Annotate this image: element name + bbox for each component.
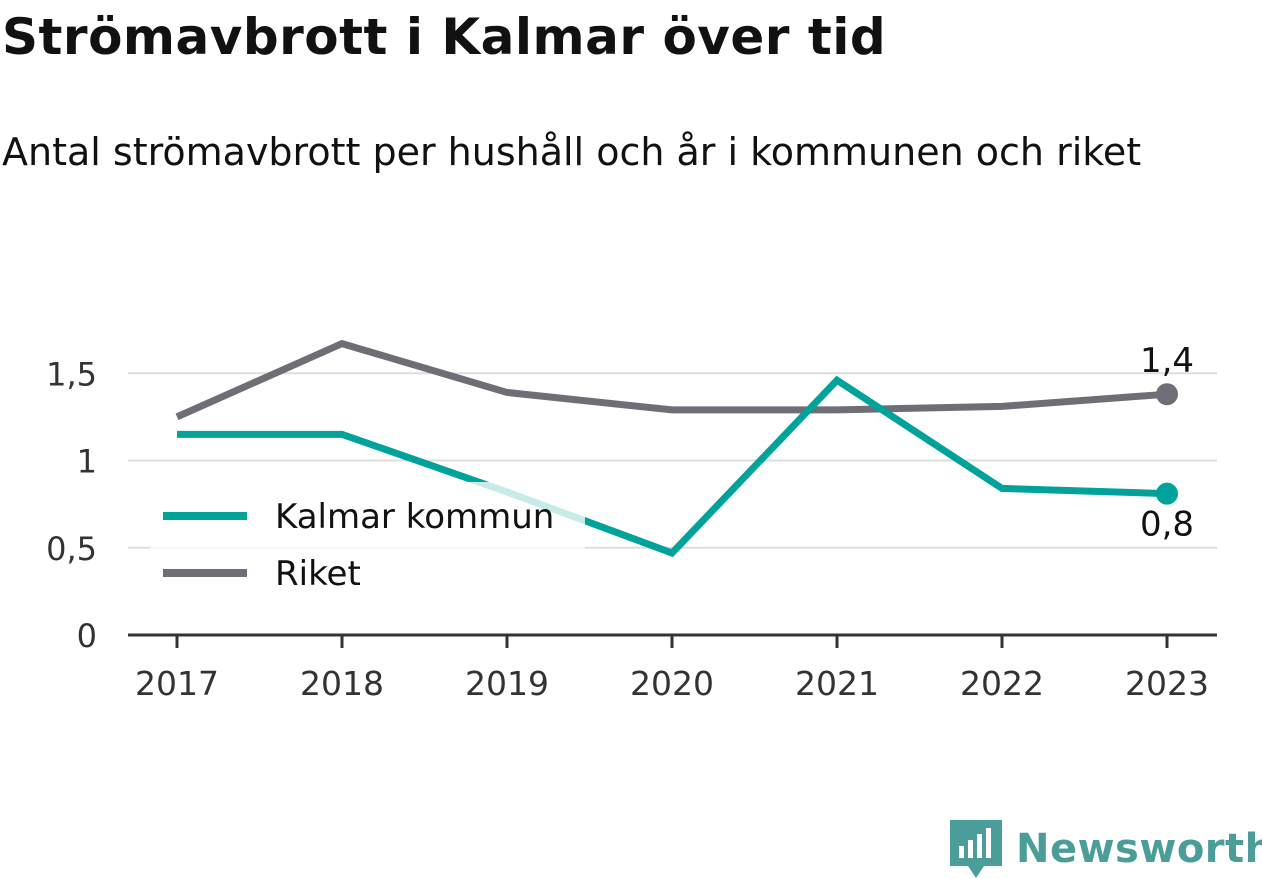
x-tick-label: 2021 [795, 664, 879, 703]
series-lines [175, 339, 1178, 558]
y-tick-label: 1 [77, 443, 97, 481]
end-value-label: 1,4 [1140, 341, 1194, 381]
y-tick-label: 0,5 [46, 530, 97, 568]
x-tick-label: 2017 [135, 664, 219, 703]
y-tick-label: 0 [77, 617, 97, 655]
newsworthy-logo-icon [950, 820, 1002, 878]
x-axis: 2017 2018 2019 2020 2021 2022 2023 [128, 633, 1217, 703]
x-tick-label: 2019 [465, 664, 549, 703]
x-tick-label: 2020 [630, 664, 714, 703]
series-end-point [1156, 383, 1178, 406]
newsworthy-brand: Newsworthy [950, 820, 1262, 878]
y-axis-ticks: 0 0,5 1 1,5 [46, 355, 97, 655]
chart-title: Strömavbrott i Kalmar över tid [2, 8, 887, 66]
x-tick-label: 2022 [960, 664, 1044, 703]
series-line [177, 375, 1168, 558]
series-line [175, 339, 1168, 421]
legend-label: Riket [275, 554, 361, 594]
legend-label: Kalmar kommun [275, 497, 554, 537]
y-tick-label: 1,5 [46, 355, 97, 393]
x-tick-label: 2018 [300, 664, 384, 703]
series-end-point [1156, 482, 1178, 505]
x-tick-label: 2023 [1125, 664, 1209, 703]
legend: Kalmar kommun Riket [150, 482, 585, 594]
end-labels: 0,8 1,4 [1140, 341, 1194, 544]
end-value-label: 0,8 [1140, 505, 1194, 545]
brand-name: Newsworthy [1016, 826, 1262, 872]
chart-subtitle: Antal strömavbrott per hushåll och år i … [2, 130, 1142, 174]
